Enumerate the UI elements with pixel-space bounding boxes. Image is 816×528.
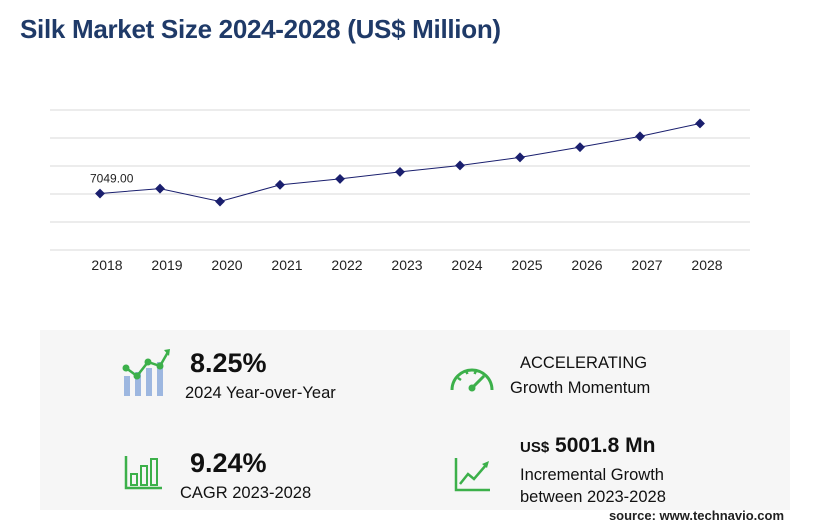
kpi-incremental: US$ 5001.8 Mn Incremental Growth between…: [452, 432, 772, 512]
kpi-incremental-label-2: between 2023-2028: [520, 488, 666, 506]
bar-chart-icon: [124, 456, 162, 490]
kpi-momentum-value: ACCELERATING: [520, 354, 648, 372]
kpi-yoy: 8.25% 2024 Year-over-Year: [120, 348, 380, 408]
series-line: [99, 122, 701, 203]
data-point-2026: [575, 142, 585, 153]
series-markers: [95, 118, 705, 207]
data-point-2025: [515, 152, 525, 163]
kpi-cagr-value: 9.24%: [190, 448, 267, 478]
kpi-incremental-label-1: Incremental Growth: [520, 466, 664, 484]
x-tick-label-2018: 2018: [91, 257, 122, 273]
data-point-2028: [695, 118, 705, 129]
chart-grid: [50, 109, 750, 251]
source-credit: source: www.technavio.com: [608, 508, 784, 523]
x-tick-label-2027: 2027: [631, 257, 662, 273]
x-tick-label-2023: 2023: [391, 257, 422, 273]
x-tick-label-2025: 2025: [511, 257, 542, 273]
x-tick-label-2022: 2022: [331, 257, 362, 273]
kpi-momentum: ACCELERATING Growth Momentum: [448, 352, 748, 412]
data-point-2019: [155, 183, 165, 194]
speedometer-icon: [450, 368, 494, 392]
data-point-2023: [395, 166, 405, 177]
x-tick-label-2021: 2021: [271, 257, 302, 273]
data-point-2027: [635, 131, 645, 142]
x-axis-tick-labels: 2018 2019 2020 2021 2022 2023 2024 2025 2026 2027…: [91, 257, 722, 273]
rising-bars-icon: [122, 349, 170, 396]
kpi-incremental-currency: US$: [520, 439, 550, 456]
kpi-yoy-label: 2024 Year-over-Year: [185, 384, 336, 402]
kpi-incremental-value: US$ 5001.8 Mn: [520, 434, 655, 458]
x-tick-label-2019: 2019: [151, 257, 182, 273]
kpi-momentum-label: Growth Momentum: [510, 379, 651, 397]
kpi-yoy-value: 8.25%: [190, 348, 267, 378]
line-chart: 2018 2019 2020 2021 2022 2023 2024 2025 2026 2027…: [50, 109, 750, 273]
x-tick-label-2020: 2020: [211, 257, 242, 273]
data-point-2022: [335, 173, 345, 184]
x-tick-label-2024: 2024: [451, 257, 482, 273]
trend-line-icon: [454, 458, 490, 492]
data-label-2018: 7049.00: [90, 172, 134, 186]
kpi-panel: 8.25% 2024 Year-over-Year ACCELERATING G…: [40, 330, 790, 510]
data-point-2024: [455, 160, 465, 171]
x-tick-label-2028: 2028: [691, 257, 722, 273]
data-point-2018: [95, 188, 105, 199]
kpi-cagr-label: CAGR 2023-2028: [180, 484, 312, 502]
data-point-2020: [215, 196, 225, 207]
kpi-incremental-amount: 5001.8 Mn: [555, 434, 656, 457]
kpi-cagr: 9.24% CAGR 2023-2028: [120, 448, 380, 508]
data-point-2021: [275, 179, 285, 190]
chart-title: Silk Market Size 2024-2028 (US$ Million): [20, 14, 501, 44]
x-tick-label-2026: 2026: [571, 257, 602, 273]
